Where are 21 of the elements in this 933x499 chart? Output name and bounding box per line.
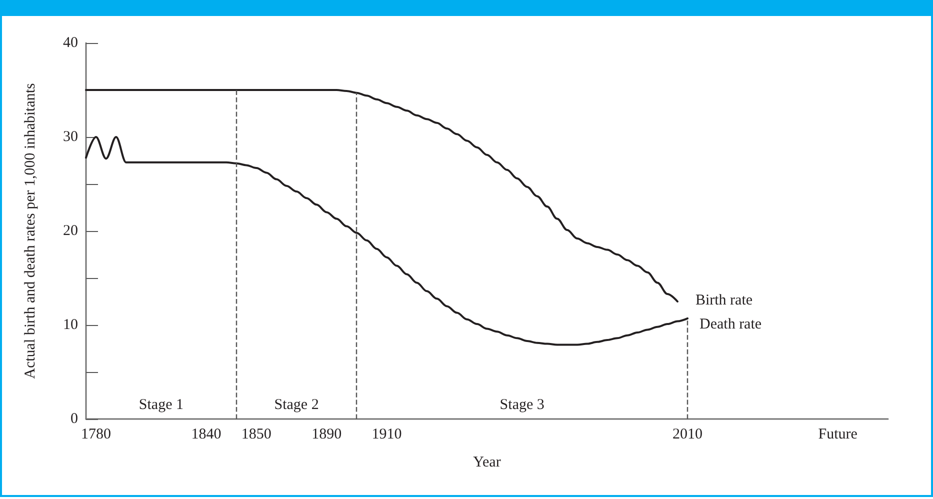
- series-label: Birth rate: [695, 292, 753, 308]
- annotation: Stage 3: [500, 397, 544, 413]
- x-tick-label: 1890: [312, 426, 342, 442]
- x-tick-label: 1850: [241, 426, 272, 442]
- x-tick-label: 2010: [672, 426, 702, 442]
- y-axis-title: Actual birth and death rates per 1,000 inhabitants: [22, 82, 38, 379]
- x-tick-label: 1910: [372, 426, 402, 442]
- y-tick-label: 10: [63, 317, 78, 333]
- x-tick-label: 1780: [81, 426, 112, 442]
- y-tick-label: 20: [63, 223, 78, 239]
- x-tick-label: Future: [818, 426, 858, 442]
- series-label: Death rate: [700, 316, 762, 332]
- annotation: Stage 2: [274, 397, 319, 413]
- y-tick-label: 0: [70, 411, 78, 427]
- line-series: [85, 136, 688, 346]
- line-series: [85, 89, 678, 302]
- annotation: Stage 1: [138, 397, 184, 413]
- y-tick-label: 30: [63, 129, 78, 145]
- y-tick-label: 40: [63, 35, 78, 51]
- x-axis-title: Year: [473, 454, 501, 470]
- x-tick-label: 1840: [191, 426, 222, 442]
